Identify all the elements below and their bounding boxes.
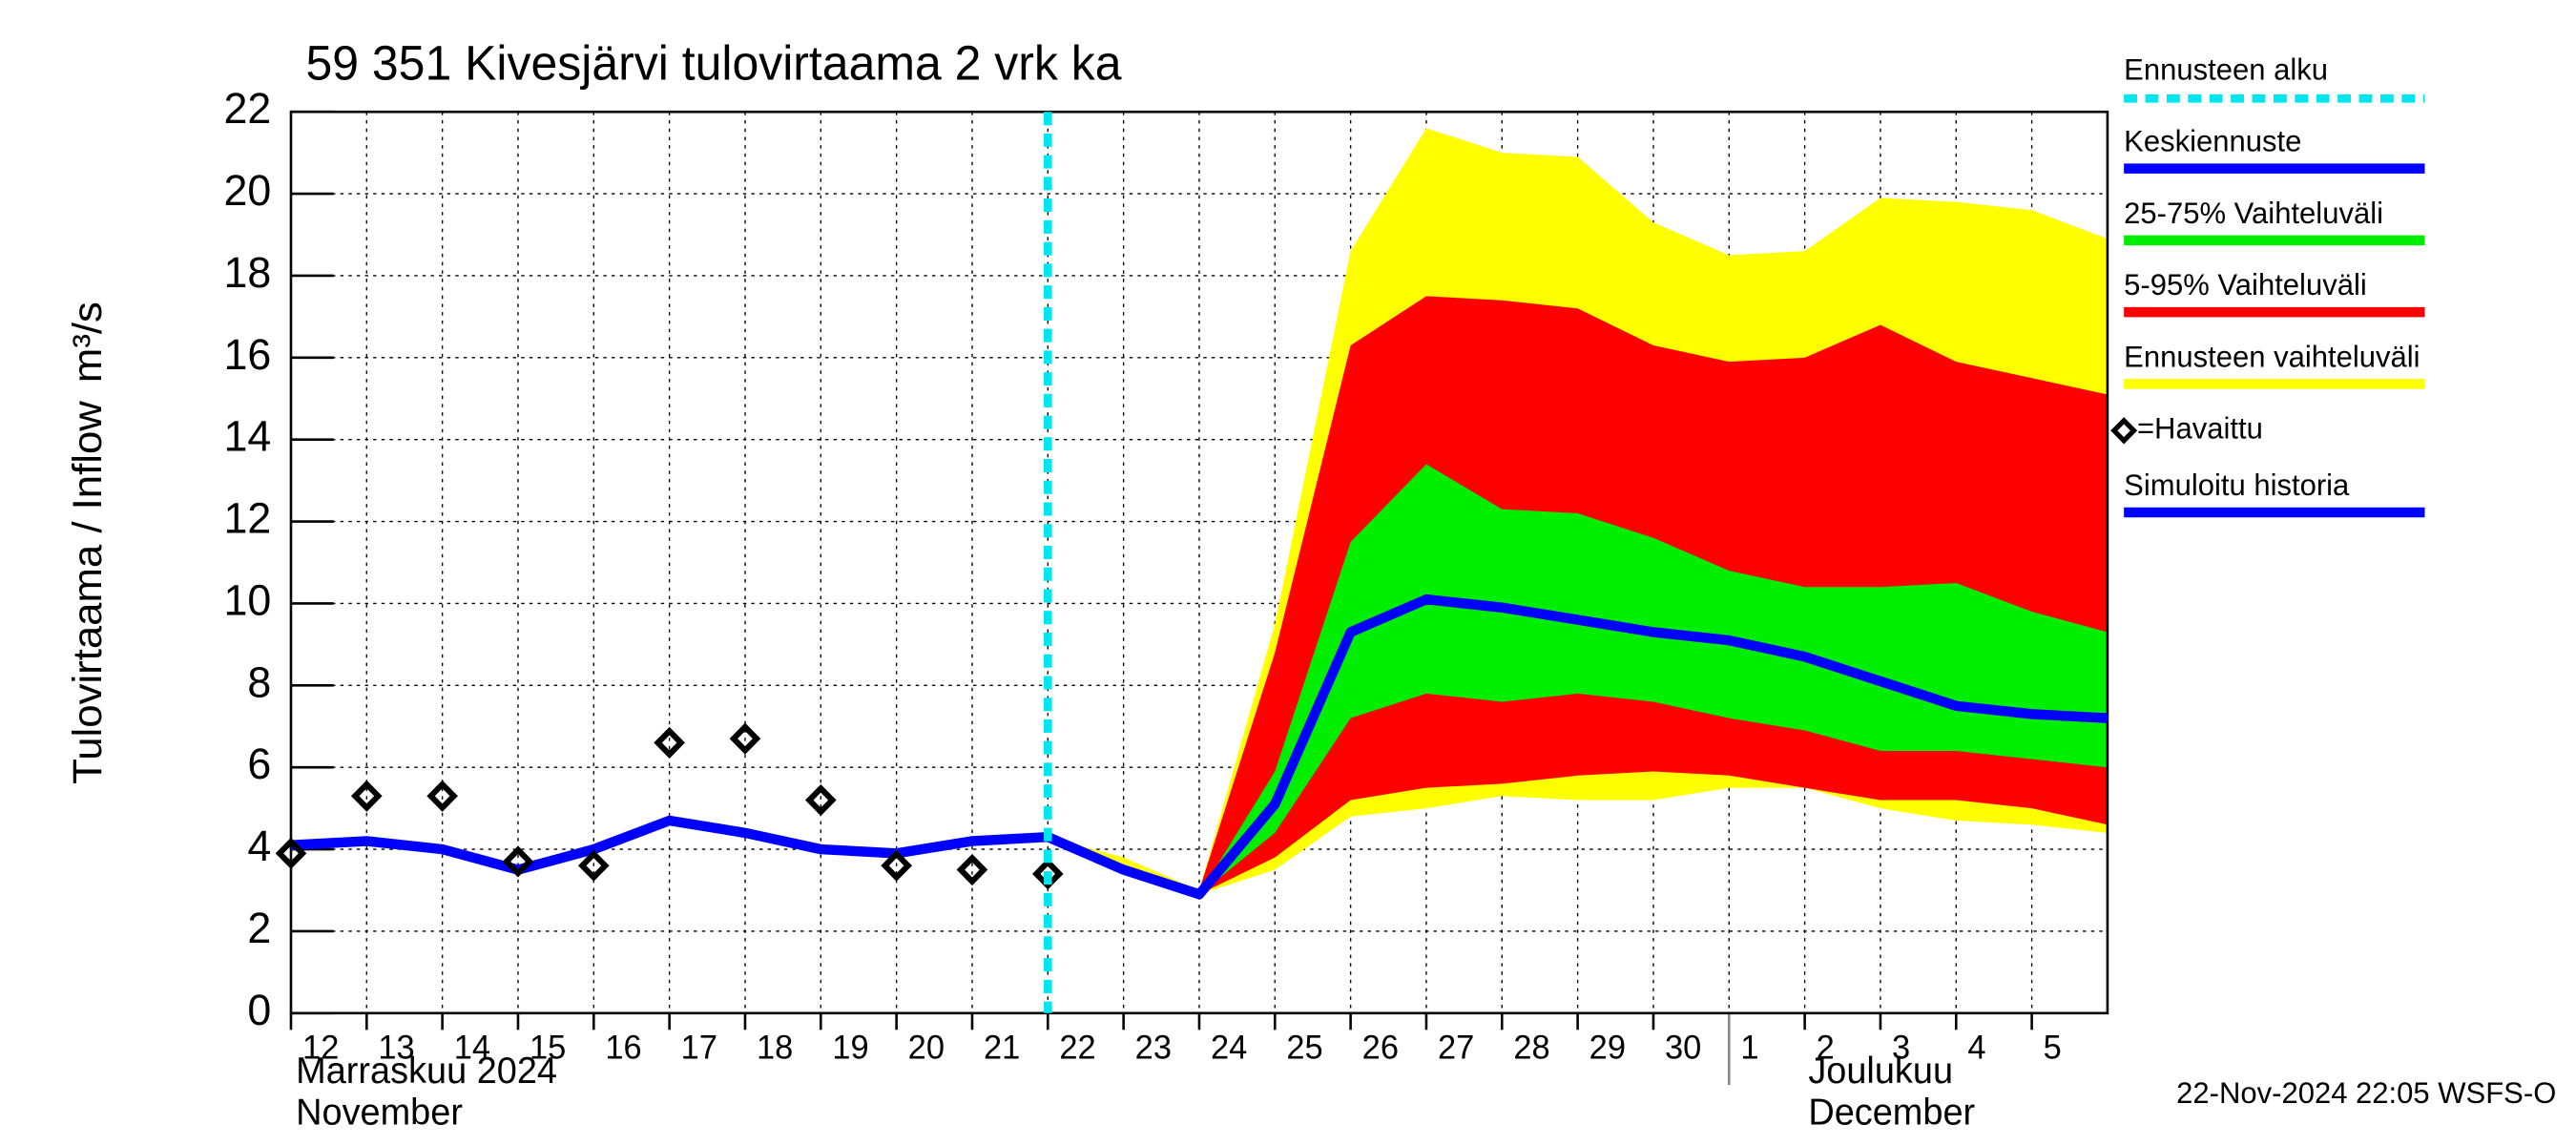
- y-tick-label: 18: [223, 248, 271, 297]
- x-tick-label: 14: [454, 1030, 490, 1066]
- x-tick-label: 2: [1817, 1030, 1835, 1066]
- legend-label: 5-95% Vaihteluväli: [2124, 268, 2367, 302]
- x-tick-label: 12: [302, 1030, 339, 1066]
- y-tick-label: 8: [247, 657, 271, 706]
- observed-point: [350, 780, 383, 812]
- month-label: November: [296, 1092, 463, 1133]
- month-label: December: [1808, 1092, 1975, 1133]
- y-tick-label: 16: [223, 330, 271, 379]
- legend-swatch: [2110, 417, 2138, 445]
- y-tick-label: 10: [223, 575, 271, 624]
- chart-title: 59 351 Kivesjärvi tulovirtaama 2 vrk ka: [305, 35, 1121, 90]
- legend-label: Ennusteen vaihteluväli: [2124, 340, 2420, 373]
- month-label: Joulukuu: [1808, 1051, 1953, 1092]
- observed-point: [577, 849, 610, 882]
- plot-frame: [289, 110, 2109, 1015]
- legend-label: =Havaittu: [2137, 411, 2263, 445]
- x-tick-label: 25: [1286, 1030, 1322, 1066]
- legend-label: Ennusteen alku: [2124, 52, 2328, 86]
- x-tick-label: 26: [1362, 1030, 1399, 1066]
- y-tick-label: 6: [247, 739, 271, 788]
- x-tick-label: 27: [1438, 1030, 1474, 1066]
- y-axis-unit: m³/s: [65, 302, 111, 383]
- line: [1046, 593, 2109, 900]
- observed-point: [881, 849, 912, 882]
- y-tick-label: 4: [247, 822, 271, 870]
- y-tick-label: 14: [223, 411, 271, 460]
- x-tick-label: 28: [1513, 1030, 1549, 1066]
- observed-point: [502, 845, 534, 878]
- observed-point: [654, 726, 685, 759]
- x-tick-label: 15: [530, 1030, 566, 1066]
- observed-point: [275, 837, 307, 869]
- observed-point: [729, 722, 761, 755]
- line: [290, 815, 1049, 875]
- x-tick-label: 3: [1892, 1030, 1910, 1066]
- x-tick-label: 1: [1740, 1030, 1758, 1066]
- y-tick-label: 2: [247, 904, 271, 952]
- x-tick-label: 23: [1135, 1030, 1172, 1066]
- x-tick-label: 18: [757, 1030, 793, 1066]
- observed-point: [956, 853, 988, 886]
- observed-point: [1031, 858, 1064, 890]
- y-tick-label: 20: [223, 166, 271, 215]
- x-tick-label: 20: [908, 1030, 945, 1066]
- band: [1048, 464, 2108, 895]
- observed-point: [804, 783, 837, 817]
- y-tick-label: 0: [247, 986, 271, 1034]
- footer: 22-Nov-2024 22:05 WSFS-O: [2176, 1076, 2556, 1110]
- legend-label: Simuloitu historia: [2124, 468, 2350, 502]
- x-tick-label: 19: [832, 1030, 868, 1066]
- y-tick-label: 12: [223, 493, 271, 542]
- x-tick-label: 4: [1967, 1030, 1985, 1066]
- legend-label: 25-75% Vaihteluväli: [2124, 197, 2383, 230]
- observed-point: [426, 780, 458, 812]
- month-label: Marraskuu 2024: [296, 1051, 557, 1092]
- y-tick-label: 22: [223, 84, 271, 133]
- x-tick-label: 24: [1211, 1030, 1247, 1066]
- x-tick-label: 30: [1665, 1030, 1701, 1066]
- legend-label: Keskiennuste: [2124, 125, 2301, 158]
- x-tick-label: 5: [2044, 1030, 2062, 1066]
- x-tick-label: 21: [984, 1030, 1020, 1066]
- x-tick-label: 22: [1059, 1030, 1095, 1066]
- x-tick-label: 13: [378, 1030, 414, 1066]
- x-tick-label: 29: [1589, 1030, 1626, 1066]
- y-axis-label: Tulovirtaama / Inflow: [65, 400, 111, 783]
- x-tick-label: 17: [681, 1030, 717, 1066]
- x-tick-label: 16: [605, 1030, 641, 1066]
